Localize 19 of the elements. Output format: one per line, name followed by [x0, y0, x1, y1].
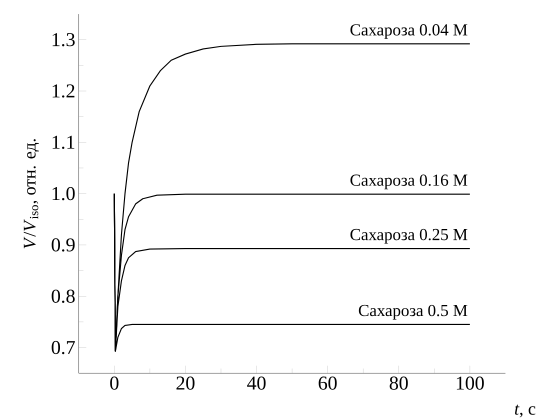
y-axis-title: V/V$_{iso}$, отн. ед.: [24, 138, 39, 248]
series-label: Сахароза 0.04 M: [350, 24, 468, 39]
x-axis-title: t, с: [514, 404, 536, 418]
x-tick-label: 60: [318, 376, 337, 390]
series-label: Сахароза 0.16 M: [350, 174, 468, 190]
y-tick-label: 0.9: [52, 238, 75, 252]
y-tick-label: 0.7: [52, 340, 75, 354]
x-tick-label: 40: [247, 376, 266, 390]
x-tick-label: 20: [176, 376, 195, 390]
y-tick-label: 1.0: [52, 186, 75, 200]
series-label: Сахароза 0.25 M: [350, 228, 468, 244]
y-tick-label: 1.3: [52, 32, 75, 46]
y-tick-label: 1.2: [52, 84, 74, 98]
x-tick-label: 0: [110, 376, 118, 390]
x-tick-label: 100: [456, 376, 484, 390]
series-label: Сахароза 0.5 M: [358, 304, 468, 320]
x-tick-label: 80: [390, 376, 408, 390]
y-tick-label: 0.8: [52, 289, 75, 303]
y-tick-label: 1.1: [52, 135, 74, 149]
